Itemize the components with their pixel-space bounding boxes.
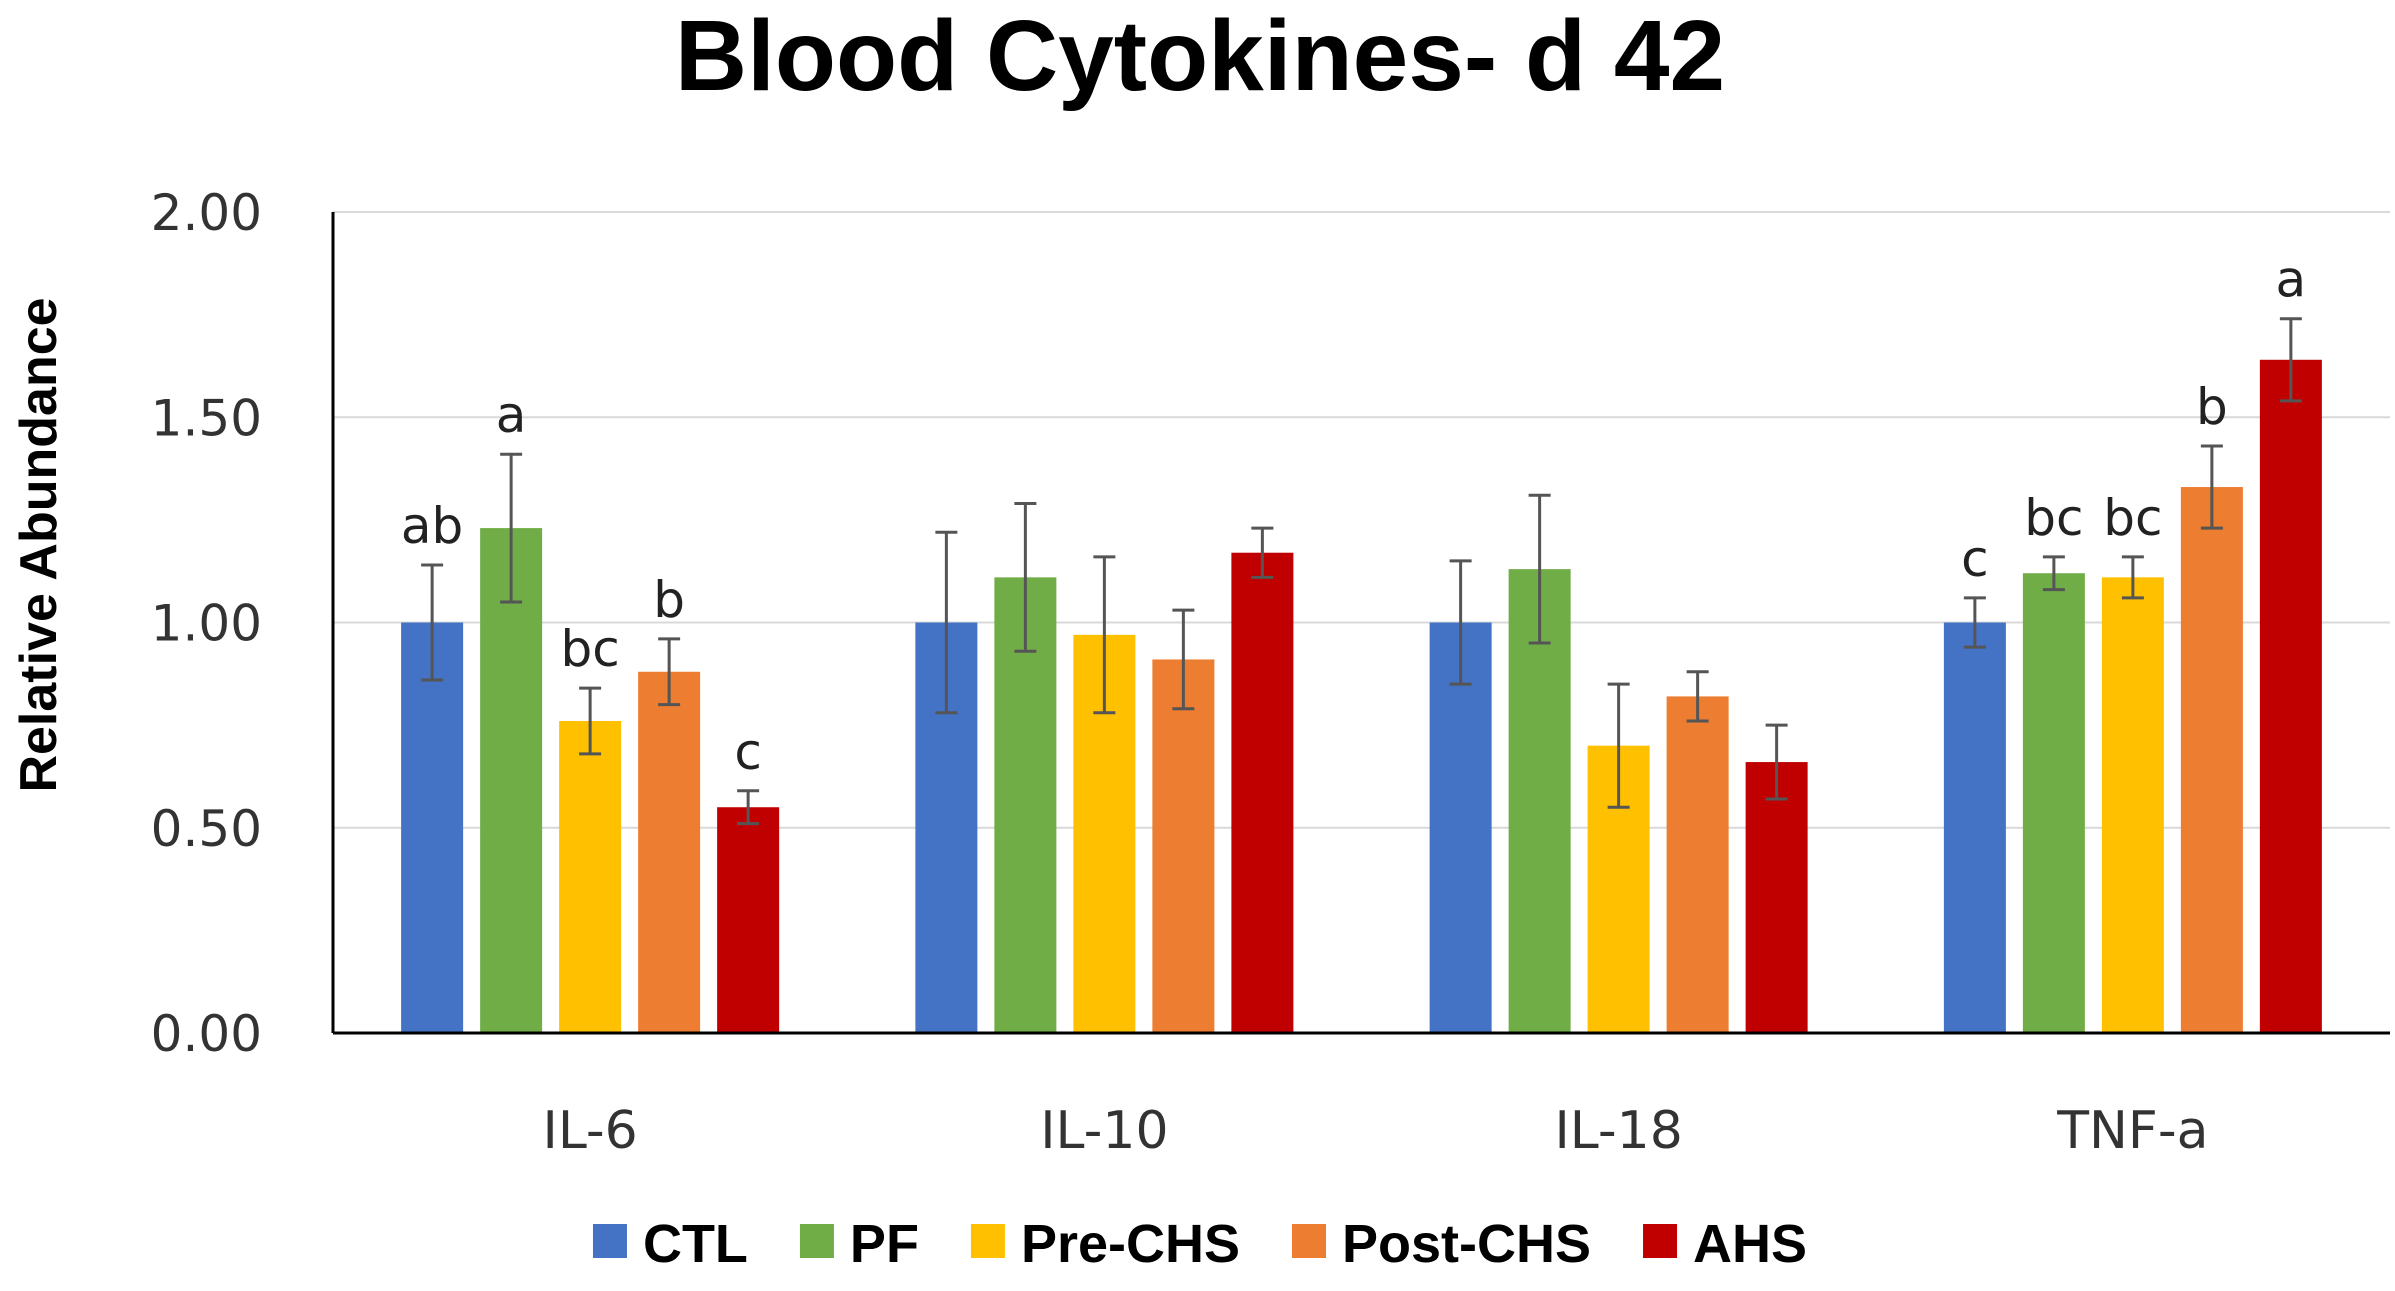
bar-post-chs-tnf-a bbox=[2180, 487, 2243, 1033]
significance-label: c bbox=[734, 723, 762, 781]
y-tick-label: 1.00 bbox=[151, 595, 262, 653]
bars bbox=[401, 359, 2322, 1033]
y-tick-label: 2.00 bbox=[151, 184, 262, 242]
legend-swatch-pre-chs bbox=[970, 1224, 1005, 1258]
legend-label: Pre-CHS bbox=[1021, 1214, 1240, 1274]
x-tick-label: IL-18 bbox=[1554, 1101, 1682, 1161]
legend-label: AHS bbox=[1693, 1214, 1807, 1274]
significance-label: b bbox=[653, 571, 685, 629]
bar-ctl-il-18 bbox=[1429, 622, 1492, 1033]
chart-title: Blood Cytokines- d 42 bbox=[675, 0, 1725, 112]
bar-ahs-tnf-a bbox=[2259, 359, 2322, 1033]
bar-pre-chs-il-6 bbox=[559, 721, 622, 1033]
axes bbox=[331, 212, 2390, 1035]
significance-label: c bbox=[1961, 530, 1989, 588]
significance-label: ab bbox=[401, 497, 463, 555]
bar-ahs-il-6 bbox=[717, 807, 780, 1033]
bar-pre-chs-tnf-a bbox=[2101, 577, 2164, 1033]
significance-label: a bbox=[2276, 251, 2307, 309]
significance-label: a bbox=[496, 386, 527, 444]
legend-label: Post-CHS bbox=[1342, 1214, 1591, 1274]
bar-ahs-il-18 bbox=[1745, 762, 1808, 1033]
y-tick-labels: 0.00 0.50 1.00 1.50 2.00 bbox=[151, 184, 262, 1063]
x-tick-label: IL-10 bbox=[1040, 1101, 1168, 1161]
y-tick-label: 0.50 bbox=[151, 800, 262, 858]
significance-label: bc bbox=[561, 620, 620, 678]
legend-swatch-ahs bbox=[1643, 1224, 1678, 1258]
bar-pf-tnf-a bbox=[2022, 573, 2085, 1033]
bar-pf-il-18 bbox=[1508, 569, 1571, 1033]
bar-ctl-il-6 bbox=[401, 622, 464, 1033]
error-bars bbox=[421, 317, 2302, 826]
x-tick-label: TNF-a bbox=[2056, 1101, 2208, 1161]
legend-swatch-post-chs bbox=[1292, 1224, 1327, 1258]
bar-ahs-il-10 bbox=[1231, 552, 1294, 1033]
significance-label: bc bbox=[2024, 489, 2083, 547]
bar-pf-il-6 bbox=[480, 528, 543, 1033]
significance-label: bc bbox=[2103, 489, 2162, 547]
legend: CTL PF Pre-CHS Post-CHS AHS bbox=[592, 1214, 1807, 1274]
x-tick-label: IL-6 bbox=[543, 1101, 638, 1161]
x-tick-labels: IL-6 IL-10 IL-18 TNF-a bbox=[543, 1101, 2209, 1161]
bar-post-chs-il-18 bbox=[1666, 696, 1729, 1033]
legend-label: CTL bbox=[643, 1214, 748, 1274]
legend-label: PF bbox=[850, 1214, 919, 1274]
bar-post-chs-il-10 bbox=[1152, 659, 1215, 1033]
bar-post-chs-il-6 bbox=[638, 671, 701, 1033]
y-tick-label: 1.50 bbox=[151, 389, 262, 447]
bar-pf-il-10 bbox=[994, 577, 1057, 1033]
significance-label: b bbox=[2196, 378, 2228, 436]
legend-swatch-pf bbox=[799, 1224, 834, 1258]
bar-ctl-tnf-a bbox=[1943, 622, 2006, 1033]
y-tick-label: 0.00 bbox=[151, 1005, 262, 1063]
y-axis-label: Relative Abundance bbox=[10, 297, 68, 792]
legend-swatch-ctl bbox=[592, 1224, 627, 1258]
